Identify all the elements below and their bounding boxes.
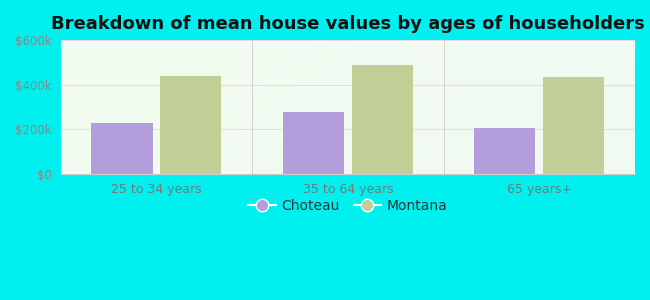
Title: Breakdown of mean house values by ages of householders: Breakdown of mean house values by ages o… bbox=[51, 15, 645, 33]
Bar bbox=[543, 77, 604, 174]
Legend: Choteau, Montana: Choteau, Montana bbox=[242, 193, 453, 218]
Bar bbox=[283, 112, 344, 174]
Bar bbox=[474, 128, 536, 174]
Bar bbox=[160, 76, 222, 174]
Bar bbox=[91, 123, 153, 174]
Bar bbox=[352, 65, 413, 174]
